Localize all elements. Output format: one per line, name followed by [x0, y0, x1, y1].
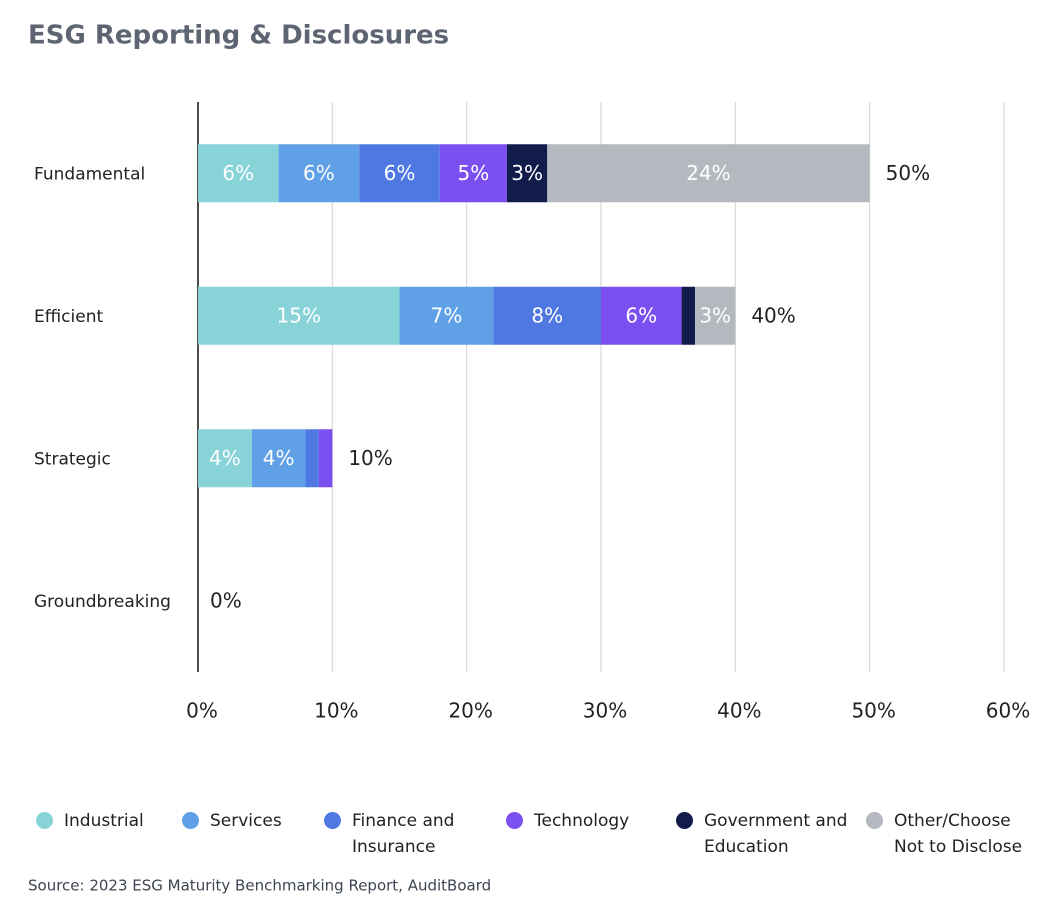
data-label: 24%: [686, 161, 730, 185]
x-tick-label: 40%: [717, 699, 761, 723]
bar-segment: [547, 144, 870, 203]
bar-segment: [399, 286, 494, 345]
data-label: 6%: [625, 303, 657, 327]
bar-segment: [305, 429, 319, 488]
y-tick-label: Groundbreaking: [34, 592, 171, 612]
data-label: 3%: [699, 303, 731, 327]
data-label: 7%: [431, 303, 463, 327]
legend-item: Industrial: [36, 808, 184, 834]
x-tick-label: 50%: [851, 699, 895, 723]
y-tick-label: Fundamental: [34, 164, 145, 184]
data-label: 6%: [222, 161, 254, 185]
legend-swatch: [36, 812, 53, 829]
x-tick-label: 60%: [986, 699, 1030, 723]
bar-segment: [318, 429, 333, 488]
bar-segment: [251, 429, 306, 488]
data-label: 5%: [458, 161, 490, 185]
legend-swatch: [506, 812, 523, 829]
bar-segment: [278, 144, 360, 203]
legend-item: Finance and Insurance: [324, 808, 502, 860]
legend-swatch: [182, 812, 199, 829]
data-label: 4%: [209, 446, 241, 470]
data-label: 8%: [531, 303, 563, 327]
total-label: 10%: [348, 446, 392, 470]
bar-segment: [198, 144, 279, 203]
legend-label: Finance and Insurance: [352, 811, 455, 857]
data-label: 15%: [277, 303, 321, 327]
x-tick-label: 20%: [448, 699, 492, 723]
legend-label: Industrial: [64, 811, 144, 831]
bar-segment: [493, 286, 601, 345]
bar-segment: [359, 144, 440, 203]
legend-item: Technology: [506, 808, 674, 834]
chart-title: ESG Reporting & Disclosures: [28, 21, 449, 51]
legend-item: Other/Choose Not to Disclose: [866, 808, 1044, 860]
bar-segment: [198, 429, 252, 488]
total-label: 40%: [751, 303, 795, 327]
bar-segment: [601, 286, 682, 345]
legend-item: Services: [182, 808, 320, 834]
bar-segment: [198, 286, 400, 345]
legend-label: Other/Choose Not to Disclose: [894, 811, 1023, 857]
total-label: 0%: [210, 588, 242, 612]
legend-swatch: [676, 812, 693, 829]
x-tick-label: 30%: [583, 699, 627, 723]
source-note: Source: 2023 ESG Maturity Benchmarking R…: [28, 877, 491, 895]
x-tick-label: 10%: [314, 699, 358, 723]
x-tick-label: 0%: [186, 699, 218, 723]
bar-segment: [439, 144, 507, 203]
legend-swatch: [866, 812, 883, 829]
y-tick-label: Strategic: [34, 449, 111, 469]
total-label: 50%: [886, 161, 930, 185]
bar-segment: [506, 144, 548, 203]
data-label: 3%: [511, 161, 543, 185]
y-tick-label: Efficient: [34, 307, 103, 327]
legend-label: Government and Education: [704, 811, 848, 857]
bar-segment: [681, 286, 696, 345]
data-label: 4%: [263, 446, 295, 470]
data-label: 6%: [384, 161, 416, 185]
legend-label: Services: [210, 811, 282, 831]
data-label: 6%: [303, 161, 335, 185]
legend-item: Government and Education: [676, 808, 854, 860]
legend-swatch: [324, 812, 341, 829]
bar-segment: [695, 286, 736, 345]
legend-label: Technology: [534, 811, 630, 831]
